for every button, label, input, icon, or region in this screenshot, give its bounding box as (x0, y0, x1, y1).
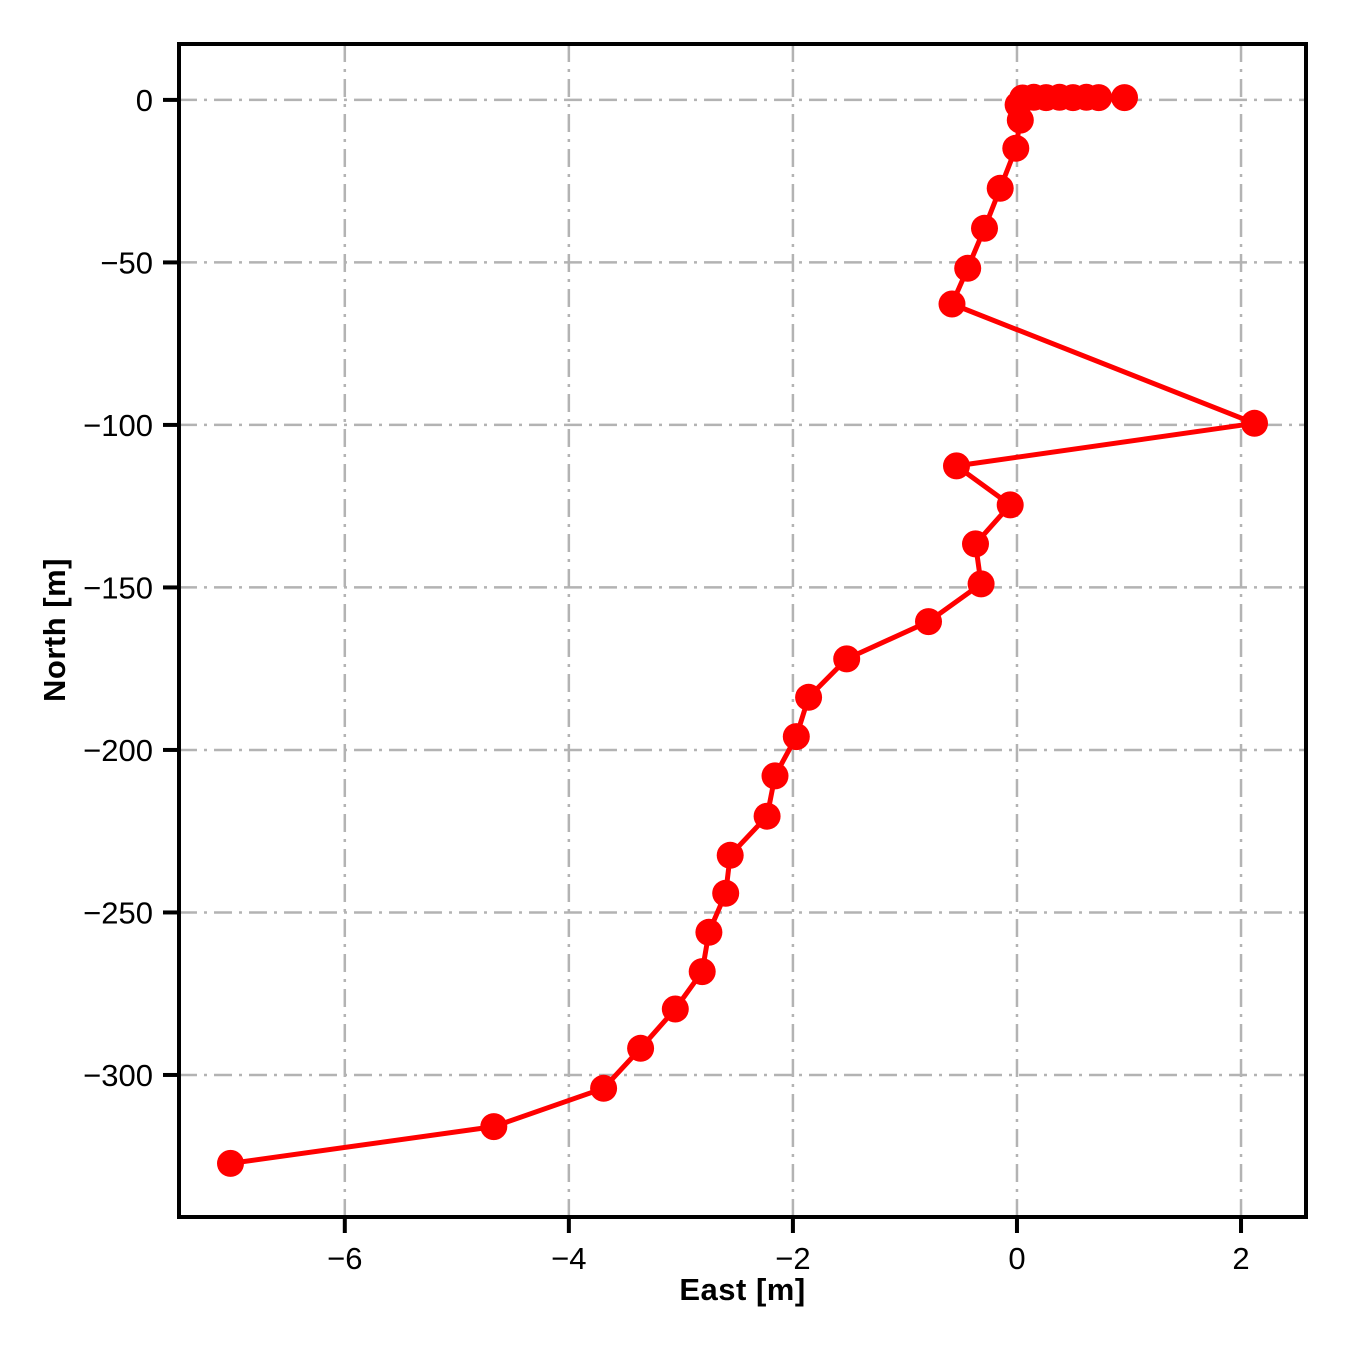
y-tick-label: −250 (83, 895, 153, 930)
trajectory-point (971, 214, 998, 242)
trajectory-point (1006, 106, 1034, 134)
trajectory-point (688, 958, 716, 986)
x-tick-label: −2 (775, 1241, 810, 1276)
trajectory-point (1111, 84, 1138, 112)
trajectory-point (938, 290, 966, 318)
y-tick-label: −50 (100, 245, 153, 280)
x-tick-label: 0 (1008, 1241, 1025, 1276)
trajectory-point (986, 174, 1014, 202)
trajectory-point (661, 995, 689, 1023)
y-tick-label: 0 (136, 83, 153, 118)
trajectory-point (996, 491, 1024, 519)
trajectory-point (943, 452, 970, 480)
trajectory-point (590, 1074, 618, 1102)
trajectory-point (1241, 409, 1268, 437)
x-tick-label: −4 (551, 1241, 586, 1276)
x-axis-title: East [m] (679, 1272, 806, 1307)
trajectory-point (954, 254, 982, 282)
trajectory-point (761, 762, 789, 790)
trajectory-point (480, 1113, 508, 1141)
y-tick-label: −100 (83, 408, 153, 443)
x-tick-label: −6 (327, 1241, 362, 1276)
y-tick-label: −200 (83, 733, 153, 768)
trajectory-point (217, 1149, 244, 1177)
x-tick-label: 2 (1232, 1241, 1249, 1276)
trajectory-point (782, 723, 810, 751)
trajectory-point (627, 1034, 655, 1062)
trajectory-point (695, 918, 723, 946)
trajectory-point (962, 530, 989, 558)
trajectory-point (967, 570, 995, 598)
trajectory-point (795, 683, 823, 711)
trajectory-point (1002, 134, 1030, 162)
y-tick-label: −300 (83, 1058, 153, 1093)
plot-area (179, 44, 1306, 1217)
trajectory-point (833, 645, 861, 673)
trajectory-point (716, 841, 744, 869)
y-tick-label: −150 (83, 570, 153, 605)
trajectory-point (915, 608, 942, 636)
trajectory-point (753, 802, 781, 830)
trajectory-point (712, 879, 740, 907)
y-axis-title: North [m] (37, 558, 72, 702)
plot-border (177, 42, 1308, 1219)
